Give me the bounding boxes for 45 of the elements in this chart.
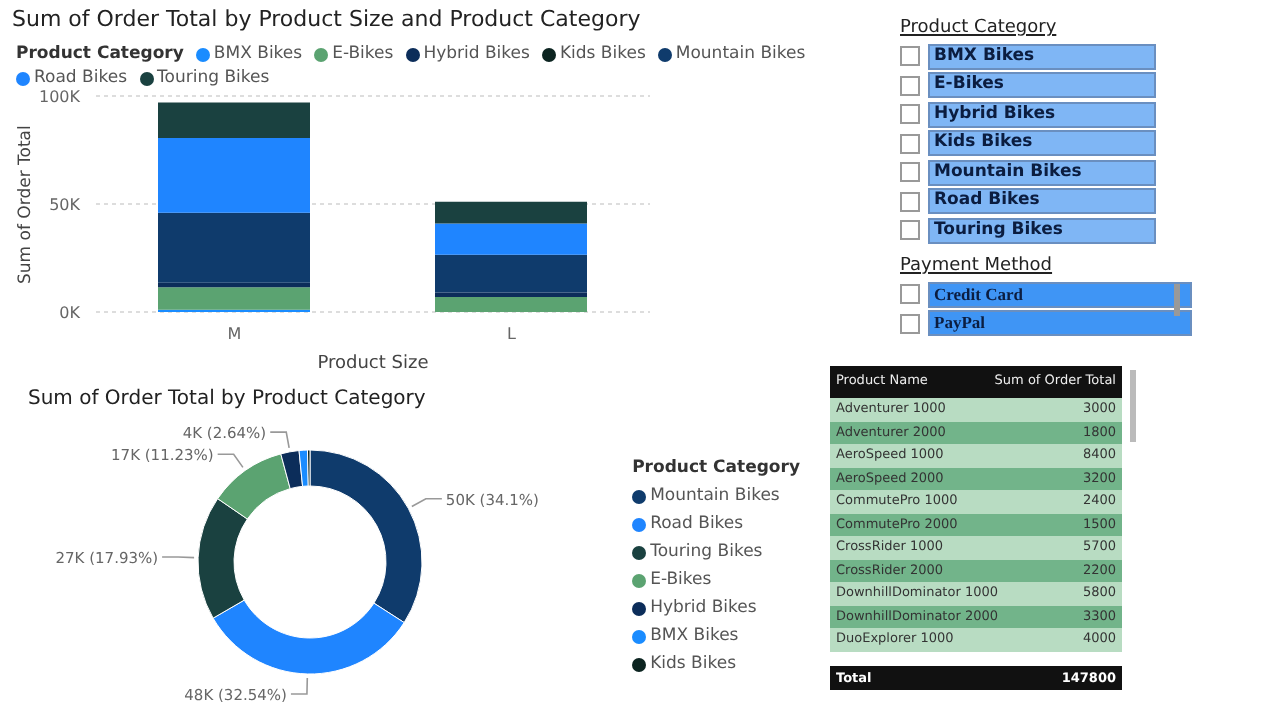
legend-label: BMX Bikes bbox=[648, 626, 741, 646]
legend-title: Product Category bbox=[16, 44, 184, 64]
legend-label: Road Bikes bbox=[32, 68, 128, 88]
x-tick-label: L bbox=[507, 325, 518, 344]
bar bbox=[435, 254, 587, 293]
legend-label: E-Bikes bbox=[330, 44, 394, 64]
category-label: E-Bikes bbox=[928, 72, 1156, 99]
category-label: PayPal bbox=[928, 310, 1192, 337]
legend-label: Road Bikes bbox=[648, 514, 746, 534]
category-label: Touring Bikes bbox=[928, 217, 1156, 244]
bar bbox=[158, 138, 310, 213]
bar bbox=[158, 287, 310, 310]
legend-label: Kids Bikes bbox=[648, 654, 739, 674]
legend-label: BMX Bikes bbox=[211, 44, 303, 64]
bar bbox=[158, 212, 310, 283]
bar bbox=[158, 282, 310, 288]
legend-label: Touring Bikes bbox=[648, 542, 765, 562]
legend-label: Touring Bikes bbox=[155, 68, 270, 88]
y-tick-label: 0K bbox=[59, 303, 82, 322]
bar bbox=[435, 296, 587, 312]
category-label: BMX Bikes bbox=[928, 43, 1156, 70]
category-label: Mountain Bikes bbox=[928, 159, 1156, 186]
y-tick-label: 100K bbox=[38, 87, 82, 106]
x-axis-title: Product Size bbox=[317, 354, 430, 374]
legend-label: Hybrid Bikes bbox=[648, 598, 759, 618]
category-label: Hybrid Bikes bbox=[928, 101, 1156, 128]
y-axis-title: Sum of Order Total bbox=[16, 125, 37, 284]
legend-label: Mountain Bikes bbox=[648, 486, 782, 506]
category-label: Credit Card bbox=[928, 281, 1192, 308]
chart-title: Sum of Order Total by Product Category bbox=[28, 388, 426, 410]
legend-label: E-Bikes bbox=[648, 570, 714, 590]
bar bbox=[435, 223, 587, 255]
chart-title: Sum of Order Total by Product Size and Product Category bbox=[12, 6, 641, 32]
text: Product Category bbox=[900, 18, 1059, 38]
legend-label: Hybrid Bikes bbox=[421, 44, 530, 64]
category-label: Road Bikes bbox=[928, 188, 1156, 215]
x-tick-label: M bbox=[227, 325, 242, 344]
bar bbox=[158, 102, 310, 139]
legend-title: Product Category bbox=[632, 458, 800, 478]
legend-label: Mountain Bikes bbox=[673, 44, 806, 64]
legend-label: Kids Bikes bbox=[557, 44, 646, 64]
category-label: Kids Bikes bbox=[928, 130, 1156, 157]
text: Payment Method bbox=[900, 256, 1055, 276]
bar bbox=[435, 201, 587, 224]
y-tick-label: 50K bbox=[49, 195, 82, 214]
